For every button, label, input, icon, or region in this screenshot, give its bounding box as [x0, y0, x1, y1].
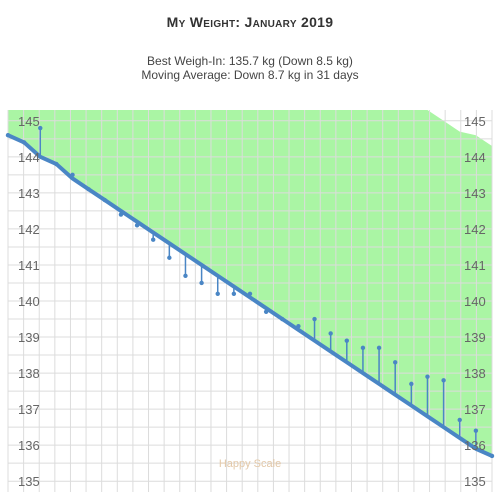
- moving-average-text: Moving Average: Down 8.7 kg in 31 days: [141, 68, 359, 82]
- y-tick-label-left: 138: [18, 366, 40, 381]
- y-tick-label-left: 145: [18, 114, 40, 129]
- weigh-in-point: [376, 345, 382, 351]
- y-tick-label-right: 142: [464, 222, 486, 237]
- y-tick-label-right: 141: [464, 258, 486, 273]
- weigh-in-point: [489, 453, 495, 459]
- y-tick-label-right: 140: [464, 294, 486, 309]
- y-tick-label-left: 144: [18, 150, 40, 165]
- weigh-in-point: [312, 316, 317, 322]
- weigh-in-point: [328, 331, 333, 336]
- y-tick-label-right: 144: [464, 150, 486, 165]
- weigh-in-point: [425, 374, 430, 379]
- weigh-in-point: [344, 338, 349, 343]
- y-tick-label-right: 145: [464, 114, 486, 129]
- weigh-in-point: [118, 212, 124, 217]
- y-tick-label-left: 142: [18, 222, 40, 237]
- weigh-in-point: [215, 291, 220, 296]
- weigh-in-point: [151, 237, 156, 242]
- weigh-in-point: [5, 133, 11, 138]
- weigh-in-point: [360, 345, 366, 351]
- weigh-in-point: [167, 255, 172, 260]
- y-tick-label-left: 137: [18, 402, 40, 417]
- weigh-in-point: [183, 273, 188, 278]
- weigh-in-point: [247, 291, 253, 296]
- weigh-in-point: [231, 291, 237, 296]
- y-tick-label-left: 141: [18, 258, 40, 273]
- weigh-in-point: [296, 324, 301, 329]
- weigh-in-point: [38, 125, 43, 131]
- weigh-in-point: [102, 197, 108, 203]
- weigh-in-point: [441, 378, 446, 383]
- weigh-in-point: [473, 428, 479, 433]
- y-tick-label-left: 140: [18, 294, 40, 309]
- y-tick-label-left: 139: [18, 330, 40, 345]
- weigh-in-point: [21, 140, 27, 145]
- y-tick-label-right: 136: [464, 438, 486, 453]
- chart-subtitle: Best Weigh-In: 135.7 kg (Down 8.5 kg) Mo…: [0, 54, 500, 82]
- y-tick-label-right: 143: [464, 186, 486, 201]
- chart-title-text: My Weight: January 2019: [166, 14, 334, 30]
- weigh-in-point: [70, 172, 75, 178]
- weigh-in-point: [263, 309, 269, 315]
- best-weigh-in-text: Best Weigh-In: 135.7 kg (Down 8.5 kg): [147, 54, 353, 68]
- y-tick-label-right: 138: [464, 366, 486, 381]
- weigh-in-point: [280, 316, 285, 322]
- weigh-in-point: [86, 187, 91, 192]
- weigh-in-point: [134, 223, 140, 228]
- y-tick-label-left: 143: [18, 186, 40, 201]
- y-tick-label-right: 139: [464, 330, 486, 345]
- y-tick-label-left: 136: [18, 438, 40, 453]
- watermark-text: Happy Scale: [219, 458, 281, 470]
- weigh-in-point: [393, 360, 398, 365]
- weigh-in-point: [199, 280, 204, 286]
- weigh-in-point: [457, 417, 462, 423]
- weigh-in-point: [54, 161, 59, 167]
- y-tick-label-right: 137: [464, 402, 486, 417]
- y-tick-label-right: 135: [464, 474, 486, 489]
- y-tick-label-left: 135: [18, 474, 40, 489]
- weigh-in-point: [409, 381, 414, 387]
- chart-title: My Weight: January 2019: [0, 14, 500, 30]
